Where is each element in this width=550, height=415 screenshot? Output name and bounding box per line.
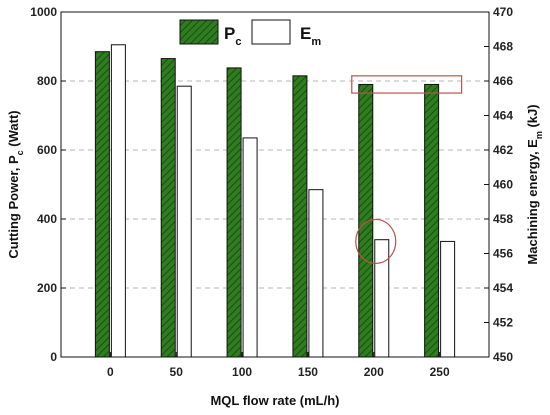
legend-label-pc: Pc <box>224 24 241 48</box>
right-axis-ticks: 450 452 454 456 458 460 462 464 466 468 470 <box>484 5 513 364</box>
bar-em <box>110 44 126 358</box>
right-tick-label: 452 <box>493 316 513 330</box>
x-tick-label: 200 <box>364 365 384 379</box>
bar-pc <box>358 83 374 358</box>
x-axis-ticks: 0 50 100 150 200 250 <box>107 352 450 379</box>
right-tick-label: 454 <box>493 281 513 295</box>
right-tick-label: 460 <box>493 178 513 192</box>
left-axis-ticks: 0 200 400 600 800 1000 <box>30 5 66 364</box>
left-tick-label: 400 <box>37 212 57 226</box>
right-tick-label: 456 <box>493 247 513 261</box>
x-tick-label: 250 <box>430 365 450 379</box>
bars <box>94 44 456 358</box>
left-tick-label: 0 <box>50 350 57 364</box>
bar-pc <box>160 58 176 358</box>
legend-swatch-em <box>251 19 291 45</box>
bar-pc <box>424 83 440 358</box>
right-tick-label: 464 <box>493 109 513 123</box>
right-tick-label: 462 <box>493 143 513 157</box>
bar-pc <box>94 51 110 358</box>
right-tick-label: 450 <box>493 350 513 364</box>
right-tick-label: 458 <box>493 212 513 226</box>
right-tick-label: 468 <box>493 40 513 54</box>
annotations <box>351 75 463 265</box>
left-tick-label: 600 <box>37 143 57 157</box>
bar-em <box>440 240 456 358</box>
bar-pc <box>292 75 308 358</box>
legend: Pc Em <box>179 19 321 48</box>
x-tick-label: 50 <box>170 365 184 379</box>
highlight-rectangle <box>351 75 463 94</box>
left-tick-label: 200 <box>37 281 57 295</box>
bar-pc <box>226 67 242 358</box>
bar-em <box>242 137 258 358</box>
x-tick-label: 0 <box>107 365 114 379</box>
left-tick-label: 800 <box>37 74 57 88</box>
left-axis-title: Cutting Power, Pc (Watt) <box>6 110 25 258</box>
x-tick-label: 150 <box>298 365 318 379</box>
bar-em <box>176 85 192 358</box>
x-tick-label: 100 <box>232 365 252 379</box>
right-tick-label: 466 <box>493 74 513 88</box>
legend-label-em: Em <box>300 24 321 48</box>
highlight-circle <box>355 218 397 265</box>
bar-em <box>308 189 324 358</box>
bar-em <box>374 239 390 358</box>
right-tick-label: 470 <box>493 5 513 19</box>
left-tick-label: 1000 <box>30 5 57 19</box>
x-axis-title: MQL flow rate (mL/h) <box>210 393 339 408</box>
legend-swatch-pc <box>179 19 219 45</box>
right-axis-title: Machining energy, Em (kJ) <box>525 104 544 264</box>
